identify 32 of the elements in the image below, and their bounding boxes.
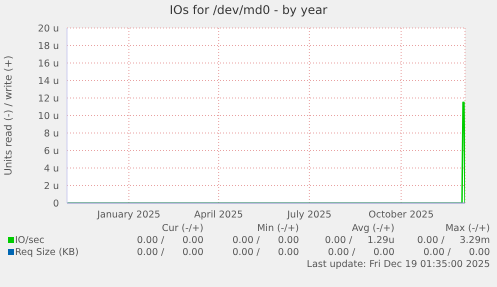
y-axis-title: Units read (-) / write (+) bbox=[4, 55, 15, 176]
y-tick-label: 2 u bbox=[44, 180, 59, 192]
text: 0.00 / 0.00 bbox=[231, 235, 299, 246]
x-tick-label: October 2025 bbox=[368, 210, 434, 221]
text: Cur (-/+) bbox=[160, 223, 204, 234]
text: 0.00 / 0.00 bbox=[136, 235, 204, 246]
y-tick-label: 14 u bbox=[38, 76, 59, 87]
text: 0.00 / 0.00 bbox=[136, 247, 204, 258]
x-tick-label: January 2025 bbox=[96, 210, 160, 221]
text: 0.00 / 0.00 bbox=[422, 247, 490, 258]
text: 0.00 / 0.00 bbox=[231, 247, 299, 258]
text: Last update: Fri Dec 19 01:35:00 2025 bbox=[306, 259, 490, 270]
y-tick-label: 20 u bbox=[38, 23, 59, 34]
text: Min (-/+) bbox=[256, 223, 299, 234]
y-tick-label: 16 u bbox=[38, 58, 59, 70]
legend-label: IO/sec bbox=[14, 235, 46, 246]
text: 0.00 / 1.29u bbox=[324, 235, 394, 246]
text: 0.00 / 0.00 bbox=[326, 247, 394, 258]
x-tick-label: July 2025 bbox=[286, 210, 332, 221]
chart-title: IOs for /dev/md0 - by year bbox=[168, 3, 328, 17]
y-tick-label: 4 u bbox=[44, 163, 59, 174]
legend-label: Req Size (KB) bbox=[14, 247, 80, 258]
text: Max (-/+) bbox=[444, 223, 490, 234]
x-tick-label: April 2025 bbox=[194, 210, 244, 221]
y-tick-label: 10 u bbox=[38, 110, 59, 122]
y-tick-label: 12 u bbox=[38, 93, 59, 104]
text: 0.00 / 3.29m bbox=[416, 235, 490, 246]
y-tick-label: 8 u bbox=[44, 128, 59, 140]
y-tick-label: 6 u bbox=[44, 146, 59, 157]
y-tick-label: 18 u bbox=[38, 40, 59, 52]
y-tick-label: 0 bbox=[52, 198, 59, 210]
text: Avg (-/+) bbox=[350, 223, 394, 234]
